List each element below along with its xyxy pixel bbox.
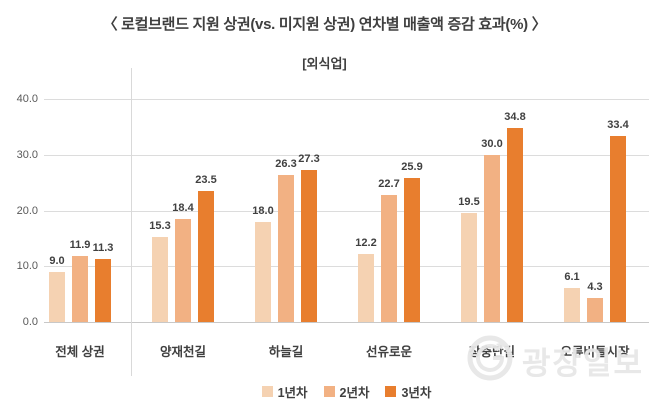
legend-label: 1년차 <box>277 386 308 400</box>
watermark-text: 광장일보 <box>522 346 645 381</box>
bar-3년차 <box>95 259 111 322</box>
bar-1년차 <box>255 222 271 322</box>
bar-value-label: 9.0 <box>49 255 65 267</box>
bar-3년차 <box>198 191 214 322</box>
bar-1년차 <box>152 237 168 322</box>
category-separator-line <box>131 68 132 376</box>
bar-value-label: 26.3 <box>275 158 297 170</box>
globe-g-logo-icon <box>466 334 514 387</box>
bar-value-label: 18.4 <box>172 202 194 214</box>
y-gridline <box>44 322 649 323</box>
legend-label: 2년차 <box>339 386 370 400</box>
legend-swatch <box>323 386 335 397</box>
bar-value-label: 27.3 <box>298 153 320 165</box>
bar-value-label: 19.5 <box>458 196 480 208</box>
bar-value-label: 30.0 <box>481 138 503 150</box>
bar-2년차 <box>72 256 88 322</box>
y-axis-tick-label: 0.0 <box>22 316 38 328</box>
bar-value-label: 18.0 <box>252 205 274 217</box>
legend-item: 2년차 <box>323 382 370 401</box>
bar-value-label: 11.3 <box>92 242 114 254</box>
chart-title: 〈 로컬브랜드 지원 상권(vs. 미지원 상권) 연차별 매출액 증감 효과(… <box>102 16 547 33</box>
bar-value-label: 11.9 <box>69 239 91 251</box>
legend-label: 3년차 <box>401 386 432 400</box>
bar-value-label: 4.3 <box>587 281 603 293</box>
legend-swatch <box>385 386 397 397</box>
bar-value-label: 25.9 <box>401 161 423 173</box>
bar-value-label: 22.7 <box>378 178 400 190</box>
bar-value-label: 34.8 <box>504 111 526 123</box>
bar-2년차 <box>175 219 191 322</box>
y-gridline <box>44 99 649 100</box>
category-label: 하늘길 <box>268 345 304 359</box>
bar-2년차 <box>484 155 500 322</box>
bar-1년차 <box>461 213 477 322</box>
bar-value-label: 6.1 <box>564 271 580 283</box>
bar-3년차 <box>610 136 626 322</box>
legend-swatch <box>261 386 273 397</box>
category-label: 오류버들시장 <box>560 345 630 359</box>
bar-2년차 <box>278 175 294 322</box>
bar-3년차 <box>301 170 317 322</box>
bar-value-label: 15.3 <box>149 220 171 232</box>
bar-1년차 <box>49 272 65 322</box>
category-label: 양재천길 <box>159 345 206 359</box>
legend-item: 1년차 <box>261 382 308 401</box>
y-axis-tick-label: 10.0 <box>16 260 38 272</box>
bar-value-label: 23.5 <box>195 174 217 186</box>
publisher-watermark: 광장일보 <box>466 334 644 387</box>
y-gridline <box>44 155 649 156</box>
chart-subtitle: [외식업] <box>302 56 347 71</box>
legend-item: 3년차 <box>385 382 431 401</box>
bar-2년차 <box>381 195 397 322</box>
y-axis-tick-label: 40.0 <box>16 93 38 105</box>
y-gridline <box>44 211 649 212</box>
bar-1년차 <box>564 288 580 322</box>
y-axis-tick-label: 30.0 <box>16 149 38 161</box>
chart-legend: 1년차 2년차 3년차 <box>44 382 649 401</box>
bar-3년차 <box>507 128 523 322</box>
bar-1년차 <box>358 254 374 322</box>
category-label: 전체 상권 <box>55 345 105 359</box>
y-axis-tick-label: 20.0 <box>16 205 38 217</box>
bar-2년차 <box>587 298 603 322</box>
category-label: 선유로운 <box>365 345 412 359</box>
bar-3년차 <box>404 178 420 322</box>
y-gridline <box>44 266 649 267</box>
bar-value-label: 12.2 <box>355 237 377 249</box>
bar-value-label: 33.4 <box>607 119 629 131</box>
